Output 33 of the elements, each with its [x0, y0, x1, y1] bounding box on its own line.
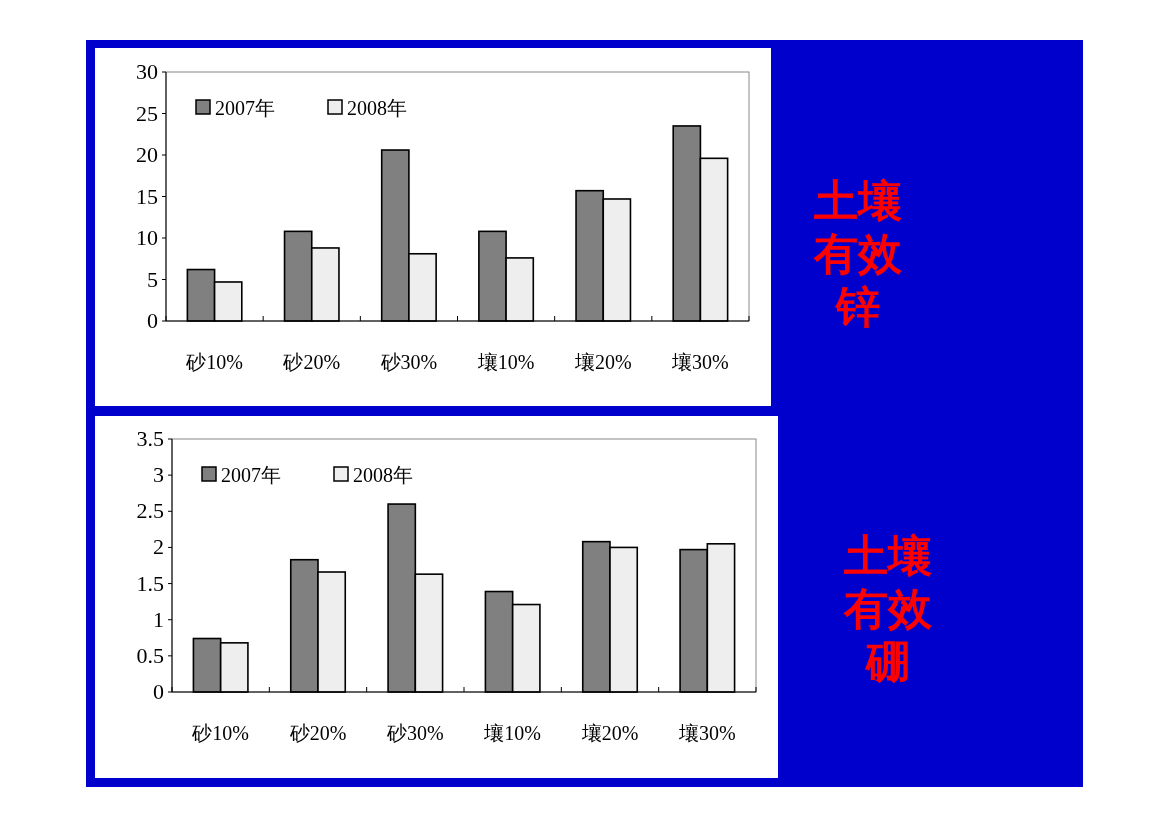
y-tick-label: 20 — [136, 142, 158, 167]
legend-label: 2008年 — [353, 464, 413, 486]
x-tick-label: 砂10% — [185, 351, 243, 373]
x-tick-label: 砂20% — [282, 351, 341, 373]
y-tick-label: 1 — [153, 606, 164, 632]
y-tick-label: 2 — [153, 534, 164, 560]
text: 土壤有效锌 — [813, 177, 903, 332]
y-tick-label: 0.5 — [136, 642, 164, 668]
y-tick-label: 2.5 — [136, 498, 164, 524]
legend-label: 2007年 — [221, 464, 281, 486]
x-tick-label: 壤10% — [476, 351, 535, 373]
x-tick-label: 砂20% — [288, 722, 347, 744]
y-tick-label: 3 — [153, 462, 164, 488]
y-tick-label: 10 — [136, 225, 158, 250]
y-tick-label: 0 — [147, 308, 158, 333]
y-tick-label: 25 — [136, 100, 158, 126]
x-tick-label: 壤10% — [483, 722, 541, 744]
x-tick-label: 壤20% — [580, 722, 639, 744]
x-tick-label: 壤30% — [678, 722, 736, 744]
y-tick-label: 15 — [136, 183, 158, 209]
x-tick-label: 砂30% — [386, 722, 444, 744]
x-tick-label: 砂30% — [379, 351, 438, 373]
x-tick-label: 壤30% — [671, 351, 729, 373]
y-tick-label: 0 — [153, 679, 164, 704]
text: 土壤有效硼 — [843, 532, 933, 687]
legend-label: 2008年 — [347, 97, 407, 119]
x-tick-label: 砂10% — [191, 722, 249, 744]
x-tick-label: 壤20% — [573, 351, 632, 373]
y-tick-label: 1.5 — [136, 570, 164, 596]
y-tick-label: 30 — [136, 59, 158, 84]
y-tick-label: 5 — [147, 266, 158, 292]
legend-label: 2007年 — [215, 97, 275, 119]
y-tick-label: 3.5 — [136, 426, 164, 451]
